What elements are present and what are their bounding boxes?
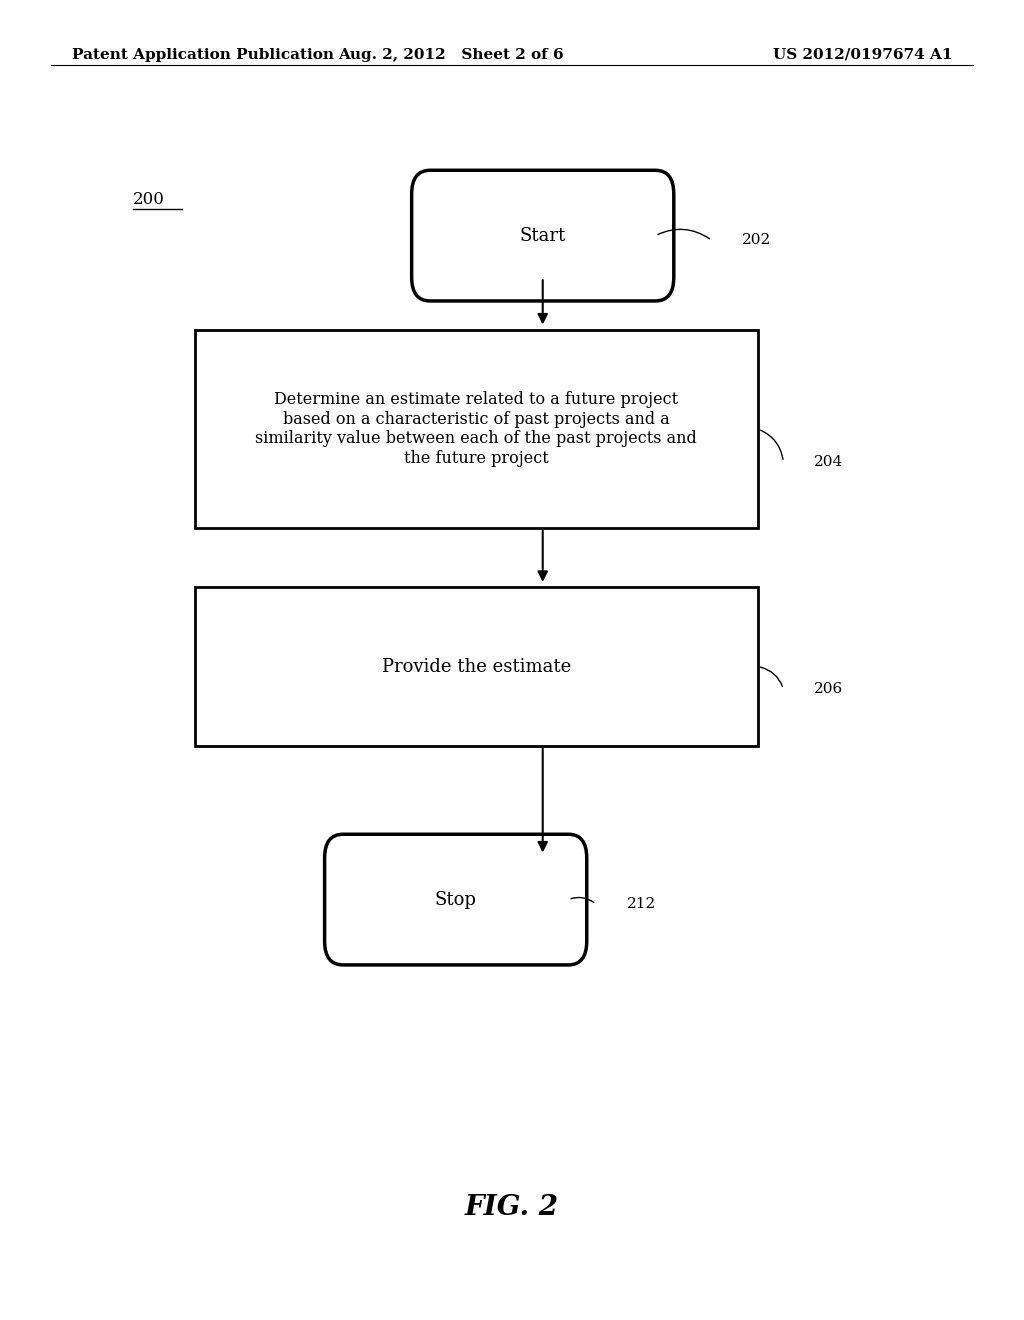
Bar xyxy=(195,587,758,746)
FancyBboxPatch shape xyxy=(412,170,674,301)
Text: US 2012/0197674 A1: US 2012/0197674 A1 xyxy=(773,48,952,62)
Text: FIG. 2: FIG. 2 xyxy=(465,1195,559,1221)
Text: Aug. 2, 2012   Sheet 2 of 6: Aug. 2, 2012 Sheet 2 of 6 xyxy=(338,48,563,62)
Text: 204: 204 xyxy=(814,455,844,469)
Text: Patent Application Publication: Patent Application Publication xyxy=(72,48,334,62)
Text: 206: 206 xyxy=(814,682,844,696)
Text: 200: 200 xyxy=(133,191,165,209)
Text: Provide the estimate: Provide the estimate xyxy=(382,657,570,676)
FancyBboxPatch shape xyxy=(325,834,587,965)
Text: Stop: Stop xyxy=(435,891,476,908)
Bar xyxy=(195,330,758,528)
Text: 202: 202 xyxy=(742,234,772,247)
Text: Determine an estimate related to a future project
based on a characteristic of p: Determine an estimate related to a futur… xyxy=(255,391,697,467)
Text: 212: 212 xyxy=(627,898,656,911)
Text: Start: Start xyxy=(519,227,566,244)
